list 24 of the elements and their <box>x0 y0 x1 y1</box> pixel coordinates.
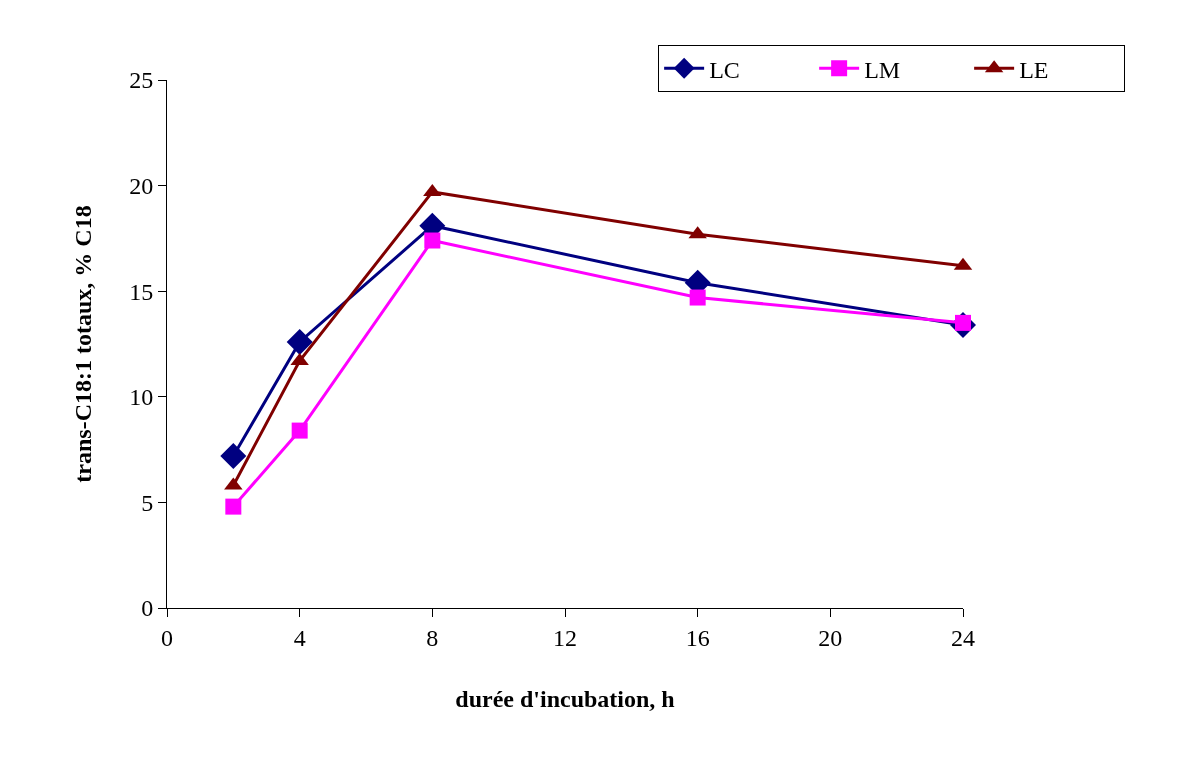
y-axis-title: trans-C18:1 totaux, % C18 <box>70 205 97 483</box>
point <box>689 289 706 306</box>
legend-label: LC <box>709 56 740 83</box>
point <box>225 498 242 515</box>
point <box>291 422 308 439</box>
x-tick-label: 8 <box>426 624 439 651</box>
point <box>220 442 247 469</box>
x-axis-title: durée d'incubation, h <box>455 686 675 713</box>
x-tick-label: 24 <box>951 624 975 651</box>
point <box>286 328 313 355</box>
x-tick-label: 16 <box>685 624 710 651</box>
y-tick-label: 10 <box>129 384 154 411</box>
y-tick-label: 15 <box>129 278 154 305</box>
y-tick-label: 0 <box>141 595 154 622</box>
point <box>424 232 441 249</box>
legend-label: LM <box>864 56 901 83</box>
y-tick-label: 5 <box>141 489 154 516</box>
y-tick-label: 20 <box>129 173 154 199</box>
x-tick-label: 4 <box>293 624 306 651</box>
legend-label: LE <box>1019 56 1049 83</box>
x-tick-label: 20 <box>818 624 843 651</box>
x-tick-label: 0 <box>161 624 173 651</box>
y-tick-label: 25 <box>129 67 154 94</box>
x-tick-label: 12 <box>553 624 577 651</box>
